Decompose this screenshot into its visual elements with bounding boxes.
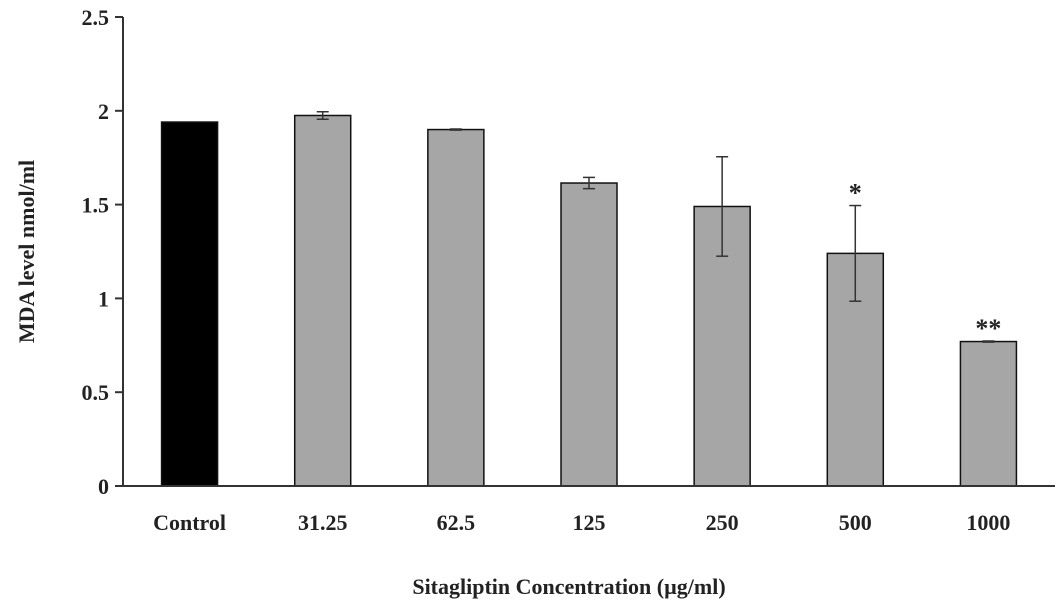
x-tick-label: 125 [573, 510, 606, 535]
bars [160, 114, 1018, 487]
error-bar [316, 110, 329, 120]
bar-62-5 [427, 128, 485, 487]
bar-1000 [959, 340, 1018, 487]
bar-31-25 [293, 114, 352, 487]
error-bar [583, 176, 595, 190]
x-tick-label: 500 [839, 510, 872, 535]
x-tick-label: 1000 [966, 510, 1010, 535]
x-tick-label: 31.25 [298, 510, 348, 535]
bar-125 [560, 182, 618, 487]
y-axis-title: MDA level nmol/ml [14, 160, 39, 343]
x-tick-label: 62.5 [437, 510, 476, 535]
x-axis-categories: Control 31.25 62.5 125 250 500 1000 [153, 510, 1010, 535]
significance-annotations: *** [849, 179, 1002, 343]
x-axis-title: Sitagliptin Concentration (µg/ml) [412, 574, 725, 599]
error-bar [449, 128, 462, 131]
y-tick-label: 1.5 [82, 193, 110, 218]
significance-marker: ** [975, 314, 1001, 343]
error-bar [982, 340, 995, 343]
x-tick-label: 250 [706, 510, 739, 535]
y-axis-ticks: 0 0.5 1 1.5 2 2.5 [82, 5, 123, 499]
y-tick-label: 2 [98, 99, 109, 124]
significance-marker: * [849, 179, 862, 208]
bar-control [160, 121, 219, 487]
error-bar [849, 204, 862, 302]
y-tick-label: 2.5 [82, 5, 110, 30]
y-tick-label: 0 [98, 474, 109, 499]
y-tick-label: 1 [98, 286, 109, 311]
y-tick-label: 0.5 [82, 380, 110, 405]
error-bars [316, 110, 995, 343]
x-tick-label: Control [153, 510, 226, 535]
error-bar [716, 156, 729, 257]
